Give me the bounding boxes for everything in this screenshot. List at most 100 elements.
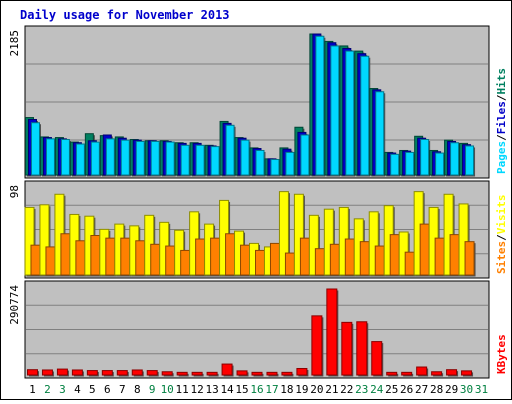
chart-title: Daily usage for November 2013 [20, 8, 230, 22]
y-max-label: 290774 [8, 285, 21, 325]
legend-pages: Pages [495, 141, 508, 174]
bar-sites-day-1 [30, 244, 41, 276]
bar-pages-day-7 [120, 139, 130, 176]
x-tick-label-day-6: 6 [104, 383, 111, 396]
bar-sites-day-24 [374, 245, 385, 276]
bar-pages-day-16 [255, 149, 265, 176]
bar-kbytes-day-11 [176, 371, 188, 376]
bar-visits-day-2 [39, 204, 50, 276]
bar-kbytes-day-26 [401, 371, 413, 376]
bar-pages-day-11 [180, 144, 190, 176]
bar-sites-day-12 [195, 238, 206, 276]
bar-pages-day-15 [240, 139, 250, 176]
bar-kbytes-day-9 [146, 370, 158, 376]
bar-sites-day-21 [329, 243, 340, 276]
bar-sites-day-11 [180, 249, 191, 276]
bar-pages-day-14 [225, 124, 235, 176]
bar-pages-day-8 [135, 140, 145, 176]
bar-sites-day-7 [120, 237, 131, 276]
x-tick-label-day-15: 15 [235, 383, 248, 396]
bar-kbytes-day-21 [326, 288, 338, 376]
bar-visits-day-20 [308, 214, 319, 276]
bar-visits-day-21 [323, 208, 334, 276]
bar-sites-day-17 [269, 242, 280, 276]
bar-pages-day-12 [195, 144, 205, 176]
bar-sites-day-28 [434, 237, 445, 276]
bar-pages-day-9 [150, 140, 160, 176]
bar-kbytes-day-20 [311, 315, 323, 376]
bar-kbytes-day-22 [341, 321, 353, 376]
x-tick-label-day-25: 25 [385, 383, 398, 396]
bar-sites-day-2 [45, 246, 56, 276]
bar-sites-day-22 [344, 238, 355, 276]
bar-sites-day-25 [389, 234, 400, 276]
bar-pages-day-10 [165, 141, 175, 176]
bar-pages-day-27 [420, 139, 430, 176]
x-tick-label-day-8: 8 [134, 383, 141, 396]
bar-pages-day-21 [330, 45, 340, 176]
bar-kbytes-day-2 [41, 369, 53, 376]
bar-pages-day-19 [300, 134, 310, 176]
bar-sites-day-9 [150, 243, 161, 276]
x-tick-label-day-22: 22 [340, 383, 353, 396]
bar-pages-day-30 [465, 145, 475, 176]
bar-pages-day-5 [90, 141, 100, 176]
bar-kbytes-day-8 [131, 369, 143, 376]
legend-visits: Visits [495, 195, 508, 235]
x-tick-label-day-29: 29 [445, 383, 458, 396]
legend-separator: / [495, 234, 508, 241]
bar-kbytes-day-27 [416, 366, 428, 376]
bar-sites-day-29 [449, 234, 460, 276]
bar-visits-day-1 [24, 206, 35, 276]
x-tick-label-day-2: 2 [44, 383, 51, 396]
x-tick-label-day-20: 20 [310, 383, 323, 396]
bar-kbytes-day-13 [206, 371, 218, 376]
x-tick-label-day-3: 3 [59, 383, 66, 396]
x-tick-label-day-10: 10 [161, 383, 174, 396]
x-tick-label-day-12: 12 [191, 383, 204, 396]
bar-pages-day-23 [360, 55, 370, 176]
legend-separator: / [495, 94, 508, 101]
bar-pages-day-29 [450, 142, 460, 176]
bar-kbytes-day-7 [116, 370, 128, 376]
bar-sites-day-20 [314, 248, 325, 276]
bar-sites-day-10 [165, 245, 176, 276]
x-tick-label-day-5: 5 [89, 383, 96, 396]
bar-pages-day-28 [435, 152, 445, 176]
bar-sites-day-23 [359, 241, 370, 276]
bar-kbytes-day-12 [191, 371, 203, 376]
x-tick-label-day-11: 11 [176, 383, 189, 396]
bar-pages-day-17 [270, 159, 280, 176]
bar-sites-day-13 [210, 237, 221, 276]
bar-kbytes-day-15 [236, 370, 248, 376]
x-tick-label-day-30: 30 [460, 383, 473, 396]
x-tick-label-day-21: 21 [325, 383, 338, 396]
bar-sites-day-14 [225, 233, 236, 276]
y-max-label: 98 [8, 185, 21, 198]
legend-kbytes: KBytes [495, 334, 508, 374]
x-tick-label-day-27: 27 [415, 383, 428, 396]
bar-pages-day-4 [75, 143, 85, 176]
bar-sites-day-16 [255, 249, 265, 276]
bar-visits-day-19 [293, 193, 304, 276]
x-tick-label-day-17: 17 [265, 383, 278, 396]
legend-hits: Hits [495, 68, 508, 95]
bar-sites-day-18 [284, 252, 295, 276]
bar-kbytes-day-14 [221, 363, 233, 376]
bar-sites-day-19 [299, 237, 310, 276]
legend-separator: / [495, 134, 508, 141]
side-legend: Pages/Files/Hits [495, 68, 508, 174]
bar-visits-day-30 [458, 203, 469, 276]
bar-kbytes-day-3 [56, 368, 68, 376]
side-legend: Sites/Visits [495, 195, 508, 275]
bar-sites-day-27 [419, 223, 430, 276]
x-tick-label-day-23: 23 [355, 383, 368, 396]
side-legend: KBytes [495, 334, 508, 374]
x-tick-label-day-14: 14 [220, 383, 234, 396]
bar-pages-day-2 [45, 138, 55, 176]
bar-kbytes-day-6 [101, 370, 113, 376]
x-tick-label-day-1: 1 [29, 383, 36, 396]
x-tick-label-day-18: 18 [280, 383, 293, 396]
bar-pages-day-22 [345, 50, 355, 176]
